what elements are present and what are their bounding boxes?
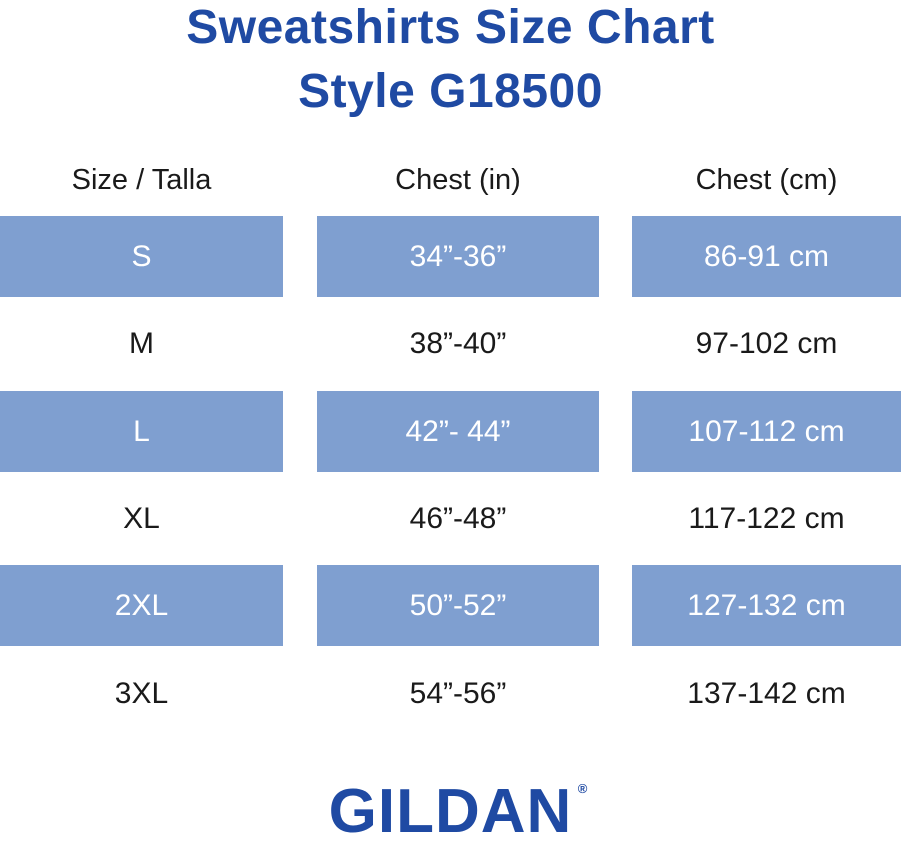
- cell-chest-cm: 137-142 cm: [687, 677, 846, 710]
- cell-size: M: [129, 327, 154, 360]
- cell-chest-in: 46”-48”: [409, 502, 507, 535]
- page-title: Sweatshirts Size Chart: [186, 1, 715, 54]
- cell-size: 3XL: [114, 677, 169, 710]
- gildan-logo: GILDAN ®: [328, 776, 588, 848]
- cell-chest-cm: 127-132 cm: [632, 565, 901, 646]
- cell-size: S: [0, 216, 283, 297]
- cell-chest-cm: 107-112 cm: [632, 391, 901, 472]
- cell-chest-cm: 97-102 cm: [695, 327, 838, 360]
- logo-wordmark: GILDAN: [328, 777, 573, 846]
- cell-chest-in: 42”- 44”: [317, 391, 599, 472]
- cell-size: XL: [123, 502, 160, 535]
- cell-chest-in: 50”-52”: [317, 565, 599, 646]
- cell-chest-in: 34”-36”: [317, 216, 599, 297]
- column-header-chest-cm: Chest (cm): [695, 164, 838, 196]
- registered-mark: ®: [577, 781, 589, 796]
- cell-chest-cm: 117-122 cm: [688, 502, 845, 535]
- brand-logo: GILDAN ®: [0, 776, 901, 848]
- cell-chest-in: 54”-56”: [409, 677, 507, 710]
- column-header-size: Size / Talla: [71, 164, 212, 196]
- page-subtitle-style: Style G18500: [298, 65, 603, 118]
- cell-size: 2XL: [0, 565, 283, 646]
- cell-size: L: [0, 391, 283, 472]
- cell-chest-in: 38”-40”: [409, 327, 507, 360]
- column-header-chest-in: Chest (in): [395, 164, 521, 196]
- cell-chest-cm: 86-91 cm: [632, 216, 901, 297]
